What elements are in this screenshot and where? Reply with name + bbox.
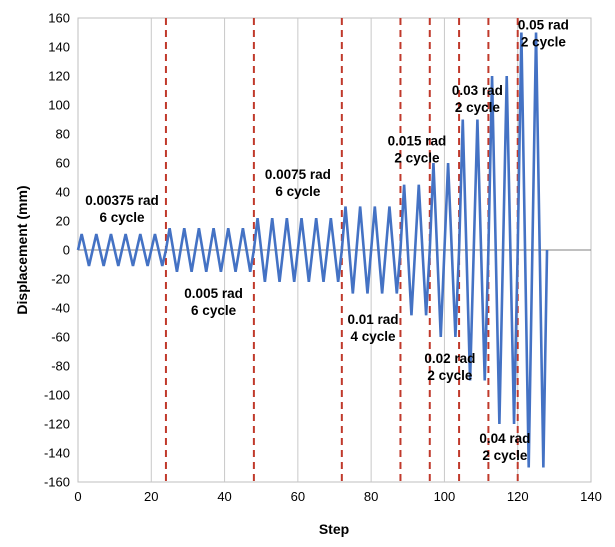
y-tick-label: -20 xyxy=(51,272,70,287)
y-tick-label: 20 xyxy=(56,214,70,229)
x-axis-title: Step xyxy=(319,521,349,537)
annotation-cycles: 2 cycle xyxy=(455,100,501,115)
annotation-rate: 0.02 rad xyxy=(424,351,475,366)
annotation-rate: 0.03 rad xyxy=(452,83,503,98)
series-layer xyxy=(76,32,549,468)
annotation-rate: 0.05 rad xyxy=(518,18,569,33)
y-tick-label: 60 xyxy=(56,156,70,171)
annotation-rate: 0.00375 rad xyxy=(85,193,159,208)
y-tick-labels: -160 -140 -120 -100 -80 -60 -40 -20 0 20 40 60 80 100… xyxy=(44,11,70,490)
annotation-rate: 0.0075 rad xyxy=(265,167,331,182)
annotation-labels: 0.00375 rad 6 cycle 0.005 rad 6 cycle 0.0075… xyxy=(85,18,569,463)
y-tick-label: 100 xyxy=(48,98,70,113)
y-tick-label: -100 xyxy=(44,388,70,403)
annotation-cycles: 6 cycle xyxy=(99,210,145,225)
annotation-cycles: 2 cycle xyxy=(521,35,567,50)
y-axis-title: Displacement (mm) xyxy=(14,185,30,314)
annotation-cycles: 6 cycle xyxy=(191,303,237,318)
annotation-cycles: 6 cycle xyxy=(275,184,321,199)
x-tick-label: 20 xyxy=(144,489,158,504)
annotation-cycles: 2 cycle xyxy=(482,448,528,463)
y-tick-label: 120 xyxy=(48,69,70,84)
y-tick-label: -120 xyxy=(44,417,70,432)
annotation-rate: 0.005 rad xyxy=(184,286,243,301)
x-tick-label: 80 xyxy=(364,489,378,504)
x-tick-label: 140 xyxy=(580,489,602,504)
y-tick-label: -140 xyxy=(44,446,70,461)
x-tick-label: 100 xyxy=(434,489,456,504)
x-tick-label: 40 xyxy=(217,489,231,504)
x-tick-label: 60 xyxy=(291,489,305,504)
annotation-cycles: 2 cycle xyxy=(394,151,440,166)
annotation-cycles: 4 cycle xyxy=(350,329,396,344)
annotation-rate: 0.04 rad xyxy=(479,431,530,446)
y-tick-label: -160 xyxy=(44,475,70,490)
series-line xyxy=(76,32,549,468)
y-tick-label: -60 xyxy=(51,330,70,345)
annotation-cycles: 2 cycle xyxy=(427,368,473,383)
x-tick-label: 120 xyxy=(507,489,529,504)
y-tick-label: 80 xyxy=(56,127,70,142)
y-tick-label: 40 xyxy=(56,185,70,200)
y-tick-label: -40 xyxy=(51,301,70,316)
y-tick-label: 160 xyxy=(48,11,70,26)
annotation-rate: 0.015 rad xyxy=(388,134,447,149)
y-tick-label: 140 xyxy=(48,40,70,55)
y-tick-label: 0 xyxy=(63,243,70,258)
annotation-rate: 0.01 rad xyxy=(347,312,398,327)
y-tick-label: -80 xyxy=(51,359,70,374)
x-tick-labels: 0 20 40 60 80 100 120 140 xyxy=(74,489,601,504)
x-tick-label: 0 xyxy=(74,489,81,504)
